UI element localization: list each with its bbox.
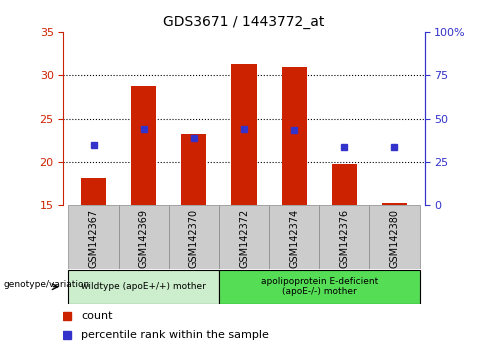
- Text: genotype/variation: genotype/variation: [3, 280, 89, 290]
- Bar: [219, 205, 269, 269]
- Bar: [282, 67, 306, 205]
- Text: GSM142374: GSM142374: [289, 209, 299, 268]
- Bar: [119, 205, 169, 269]
- Text: GSM142372: GSM142372: [239, 209, 249, 268]
- Text: wildtype (apoE+/+) mother: wildtype (apoE+/+) mother: [81, 282, 206, 291]
- Bar: [231, 64, 257, 205]
- Bar: [68, 270, 219, 304]
- Bar: [182, 134, 206, 205]
- Bar: [81, 178, 106, 205]
- Text: GSM142367: GSM142367: [88, 209, 99, 268]
- Bar: [369, 205, 420, 269]
- Title: GDS3671 / 1443772_at: GDS3671 / 1443772_at: [163, 16, 325, 29]
- Bar: [131, 86, 156, 205]
- Text: GSM142376: GSM142376: [339, 209, 349, 268]
- Text: GSM142370: GSM142370: [189, 209, 199, 268]
- Bar: [68, 205, 119, 269]
- Bar: [319, 205, 369, 269]
- Bar: [169, 205, 219, 269]
- Bar: [382, 203, 407, 205]
- Text: percentile rank within the sample: percentile rank within the sample: [81, 330, 269, 340]
- Bar: [219, 270, 420, 304]
- Text: GSM142369: GSM142369: [139, 209, 149, 268]
- Text: apolipoprotein E-deficient
(apoE-/-) mother: apolipoprotein E-deficient (apoE-/-) mot…: [261, 277, 378, 296]
- Bar: [332, 164, 357, 205]
- Text: count: count: [81, 311, 113, 321]
- Text: GSM142380: GSM142380: [389, 209, 400, 268]
- Bar: [269, 205, 319, 269]
